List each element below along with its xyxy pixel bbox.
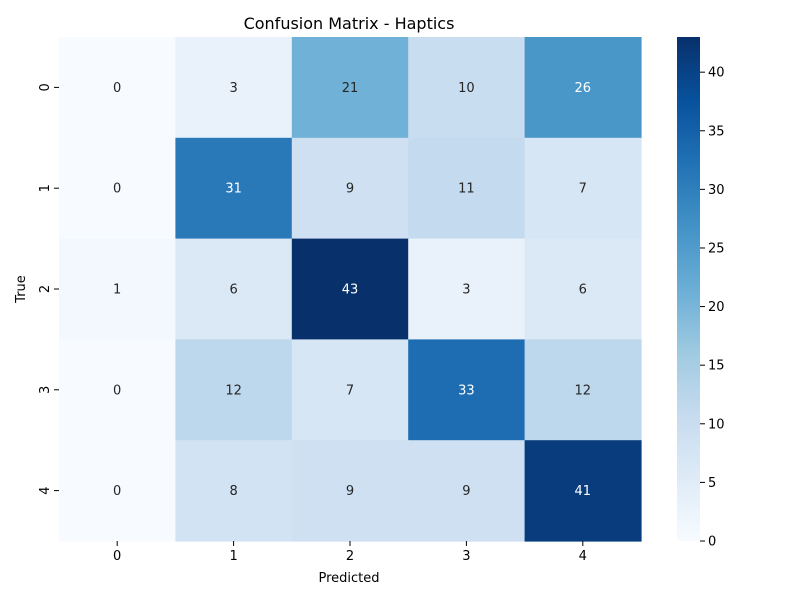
colorbar: [677, 37, 700, 541]
cell-value-label: 1: [113, 283, 121, 298]
colorbar-tick-label: 15: [708, 359, 725, 374]
colorbar-tick-label: 30: [708, 183, 725, 198]
cell-value-label: 0: [113, 484, 121, 499]
heatmap-cell: [408, 137, 526, 240]
y-axis-ticks: 0 1 2 3 4: [38, 83, 59, 495]
cell-value-label: 7: [579, 182, 587, 197]
cell-value-label: 43: [342, 283, 359, 298]
colorbar-tick-label: 25: [708, 241, 725, 256]
heatmap-cell: [59, 137, 176, 240]
colorbar-tick-label: 5: [708, 476, 716, 491]
heatmap-cell: [524, 137, 642, 240]
cell-value-label: 9: [462, 484, 470, 499]
cell-value-label: 3: [462, 283, 470, 298]
y-tick-label: 4: [38, 486, 53, 494]
colorbar-tick-label: 35: [708, 124, 725, 139]
cell-value-label: 12: [575, 383, 592, 398]
heatmap-cell: [59, 37, 176, 139]
heatmap-cell: [175, 339, 293, 441]
x-axis-label: Predicted: [318, 571, 379, 586]
y-tick-label: 1: [38, 184, 53, 192]
heatmap-cell: [408, 339, 526, 441]
y-tick-label: 0: [38, 83, 53, 91]
heatmap-cell: [175, 137, 293, 240]
colorbar-tick-label: 40: [708, 66, 725, 81]
heatmap-cell-labels: 0 3 21 10 26 0 31 9 11 7 1 6 43 3 6 0 12 7 33 12 0 8 9 9 41: [113, 81, 591, 499]
colorbar-tick-label: 0: [708, 535, 716, 550]
y-tick-label: 2: [38, 285, 53, 293]
cell-value-label: 6: [229, 283, 237, 298]
heatmap-cell: [59, 440, 176, 542]
y-axis-label: True: [14, 275, 29, 304]
heatmap-cell: [175, 37, 293, 139]
heatmap-cell: [59, 339, 176, 441]
cell-value-label: 8: [229, 484, 237, 499]
cell-value-label: 0: [113, 182, 121, 197]
chart-title: Confusion Matrix - Haptics: [244, 14, 455, 33]
x-tick-label: 1: [229, 549, 237, 564]
heatmap-cell: [524, 37, 642, 139]
heatmap-cell: [291, 137, 409, 240]
heatmap-cell: [291, 339, 409, 441]
cell-value-label: 31: [225, 182, 242, 197]
cell-value-label: 0: [113, 383, 121, 398]
cell-value-label: 0: [113, 81, 121, 96]
cell-value-label: 41: [575, 484, 592, 499]
heatmap-cell: [524, 339, 642, 441]
cell-value-label: 7: [346, 383, 354, 398]
y-tick-label: 3: [38, 386, 53, 394]
cell-value-label: 6: [579, 283, 587, 298]
heatmap-cells: [59, 37, 642, 542]
x-tick-label: 2: [346, 549, 354, 564]
x-axis-ticks: 0 1 2 3 4: [113, 541, 587, 564]
heatmap-cell: [59, 238, 176, 340]
heatmap-cell: [291, 37, 409, 139]
heatmap-cell: [524, 440, 642, 542]
cell-value-label: 33: [458, 383, 475, 398]
cell-value-label: 9: [346, 484, 354, 499]
cell-value-label: 26: [575, 81, 592, 96]
colorbar-tick-label: 10: [708, 417, 725, 432]
colorbar-ticks: 0 5 10 15 20 25 30 35 40: [700, 66, 725, 550]
x-tick-label: 4: [579, 549, 587, 564]
cell-value-label: 10: [458, 81, 475, 96]
x-tick-label: 3: [462, 549, 470, 564]
cell-value-label: 9: [346, 182, 354, 197]
heatmap-cell: [291, 440, 409, 542]
heatmap-cell: [175, 238, 293, 340]
colorbar-tick-label: 20: [708, 300, 725, 315]
heatmap-cell: [175, 440, 293, 542]
cell-value-label: 21: [342, 81, 359, 96]
heatmap-cell: [408, 440, 526, 542]
heatmap-cell: [524, 238, 642, 340]
cell-value-label: 3: [229, 81, 237, 96]
x-tick-label: 0: [113, 549, 121, 564]
cell-value-label: 12: [225, 383, 242, 398]
heatmap-cell: [408, 37, 526, 139]
cell-value-label: 11: [458, 182, 475, 197]
heatmap-cell: [408, 238, 526, 340]
heatmap-cell: [291, 238, 409, 340]
